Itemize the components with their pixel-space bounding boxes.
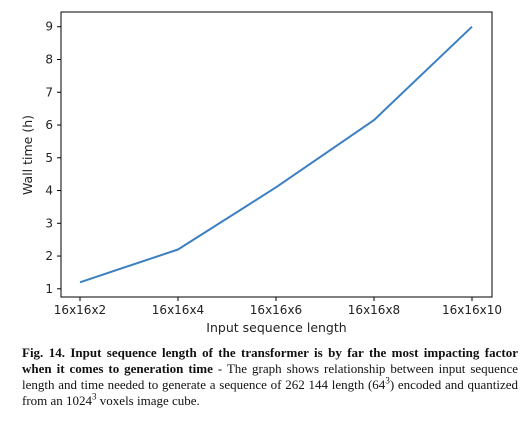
y-tick-label: 2	[45, 249, 53, 263]
x-tick-label: 16x16x8	[348, 303, 400, 317]
x-tick-label: 16x16x10	[442, 303, 502, 317]
x-tick-label: 16x16x6	[250, 303, 302, 317]
caption-sup-1: 3	[385, 375, 390, 386]
caption-text-3: voxels image cube.	[96, 393, 200, 408]
x-tick-label: 16x16x4	[152, 303, 204, 317]
x-axis-title: Input sequence length	[206, 320, 346, 335]
plot-frame	[60, 11, 493, 298]
y-tick-label: 6	[45, 118, 53, 132]
figure-caption: Fig. 14. Input sequence length of the tr…	[22, 345, 518, 409]
y-tick-label: 3	[45, 216, 53, 230]
y-tick-label: 4	[45, 184, 53, 198]
x-axis-ticks: 16x16x2 16x16x4 16x16x6 16x16x8 16x16x10	[54, 297, 502, 317]
y-tick-label: 5	[45, 151, 53, 165]
y-tick-label: 1	[45, 282, 53, 296]
y-tick-label: 9	[45, 20, 53, 34]
caption-sup-2: 3	[92, 391, 97, 402]
series-line	[79, 25, 473, 284]
caption-text-2: ) encoded and quantized from an 1024	[22, 377, 518, 408]
caption-bold: Fig. 14. Input sequence length of the tr…	[22, 345, 518, 376]
x-tick-label: 16x16x2	[54, 303, 106, 317]
y-axis-ticks: 1 2 3 4 5 6 7 8 9	[45, 20, 61, 296]
y-tick-label: 8	[45, 53, 53, 67]
y-axis-title: Wall time (h)	[20, 115, 35, 195]
y-tick-label: 7	[45, 85, 53, 99]
caption-text-1: - The graph shows relationship between i…	[22, 361, 518, 392]
series-group	[79, 25, 473, 284]
